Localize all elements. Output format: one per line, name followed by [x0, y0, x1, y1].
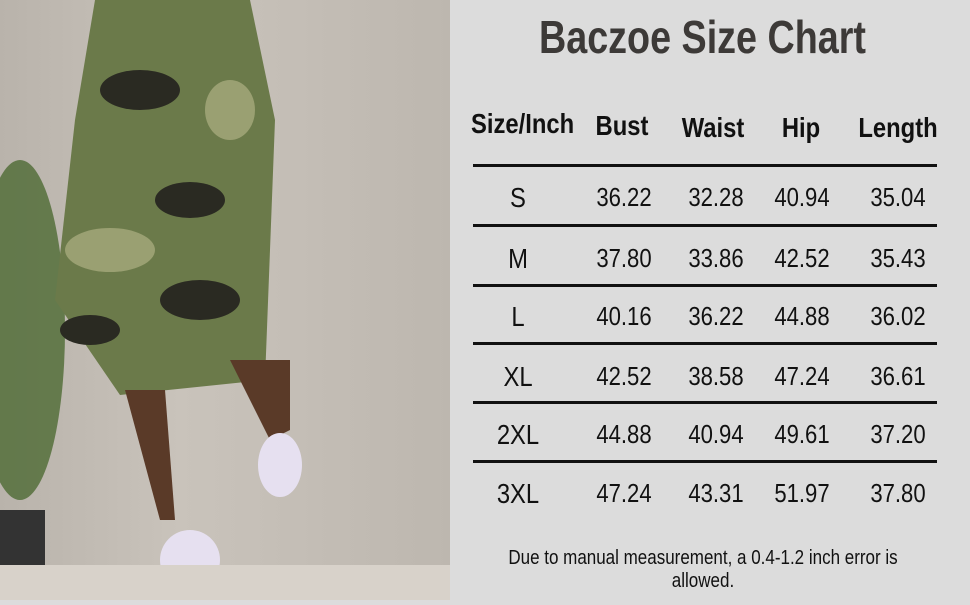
model-photo [0, 0, 450, 600]
divider [473, 224, 937, 227]
cell-size: XL [503, 361, 533, 392]
cell-waist: 36.22 [688, 301, 744, 331]
camo-dress-illustration [0, 0, 302, 600]
cell-size: S [510, 182, 526, 213]
divider [473, 164, 937, 167]
divider [473, 342, 937, 345]
cell-size: M [508, 243, 528, 274]
cell-length: 37.20 [870, 419, 926, 449]
header-size: Size/Inch [471, 108, 575, 139]
cell-hip: 47.24 [774, 361, 830, 391]
header-length: Length [858, 112, 938, 143]
cell-length: 36.61 [870, 361, 926, 391]
size-chart-panel [450, 0, 970, 600]
divider [473, 401, 937, 404]
cell-waist: 32.28 [688, 182, 744, 212]
measurement-note: Due to manual measurement, a 0.4-1.2 inc… [508, 547, 898, 592]
divider [473, 460, 937, 463]
header-hip: Hip [781, 112, 821, 143]
cell-hip: 49.61 [774, 419, 830, 449]
cell-hip: 44.88 [774, 301, 830, 331]
cell-size: 3XL [496, 478, 540, 509]
cell-size: 2XL [496, 419, 540, 450]
cell-size: L [511, 301, 525, 332]
cell-length: 37.80 [870, 478, 926, 508]
cell-bust: 44.88 [596, 419, 652, 449]
header-waist: Waist [681, 112, 745, 143]
cell-bust: 42.52 [596, 361, 652, 391]
cell-bust: 40.16 [596, 301, 652, 331]
cell-waist: 43.31 [688, 478, 744, 508]
cell-waist: 40.94 [688, 419, 744, 449]
floor [0, 565, 450, 600]
cell-bust: 36.22 [596, 182, 652, 212]
cell-hip: 40.94 [774, 182, 830, 212]
cell-length: 35.43 [870, 243, 926, 273]
cell-bust: 47.24 [596, 478, 652, 508]
chart-title: Baczoe Size Chart [538, 11, 867, 63]
cell-hip: 51.97 [774, 478, 830, 508]
header-bust: Bust [595, 110, 649, 141]
cell-waist: 38.58 [688, 361, 744, 391]
cell-waist: 33.86 [688, 243, 744, 273]
cell-hip: 42.52 [774, 243, 830, 273]
cell-length: 36.02 [870, 301, 926, 331]
divider [473, 284, 937, 287]
cell-bust: 37.80 [596, 243, 652, 273]
cell-length: 35.04 [870, 182, 926, 212]
